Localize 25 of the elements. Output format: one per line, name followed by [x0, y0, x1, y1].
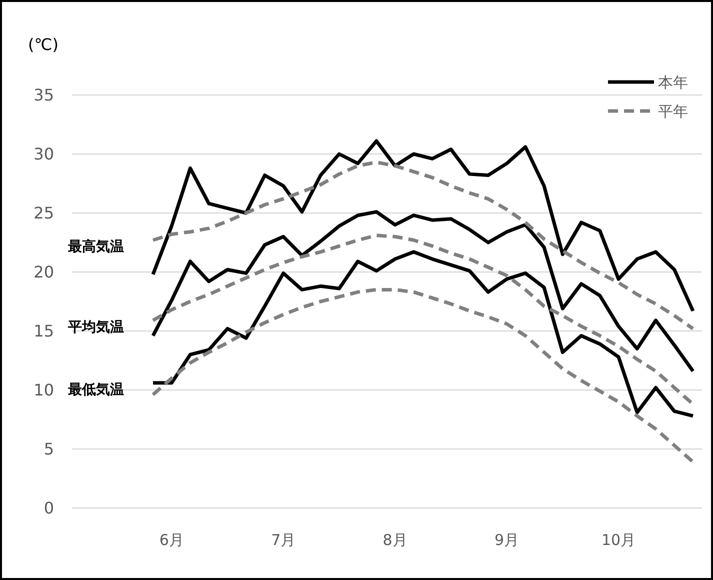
y-axis-title: (℃) [28, 35, 58, 54]
line-series [151, 139, 695, 313]
y-tick-label: 25 [34, 204, 54, 223]
y-tick-label: 20 [34, 262, 54, 282]
y-tick-label: 0 [44, 498, 54, 518]
line-series [151, 160, 695, 330]
line-series [151, 288, 695, 464]
legend-label: 本年 [658, 73, 688, 92]
y-tick-label: 15 [34, 322, 54, 341]
x-tick-label: 8月 [382, 531, 408, 549]
x-tick-label: 7月 [271, 531, 296, 549]
y-tick-label: 10 [34, 380, 54, 400]
y-tick-label: 35 [34, 86, 54, 105]
x-tick-label: 6月 [159, 531, 184, 549]
line-series [151, 234, 695, 406]
text: 最高気温 [67, 238, 124, 256]
line-series [151, 250, 695, 418]
legend-label: 平年 [658, 102, 688, 120]
y-tick-label: 30 [34, 144, 54, 164]
text: 最低気温 [67, 382, 124, 398]
text: 平均気温 [67, 319, 124, 336]
x-tick-label: 9月 [494, 531, 520, 549]
y-tick-label: 5 [44, 440, 54, 459]
line-series [151, 210, 695, 373]
x-tick-label: 10月 [601, 531, 636, 549]
